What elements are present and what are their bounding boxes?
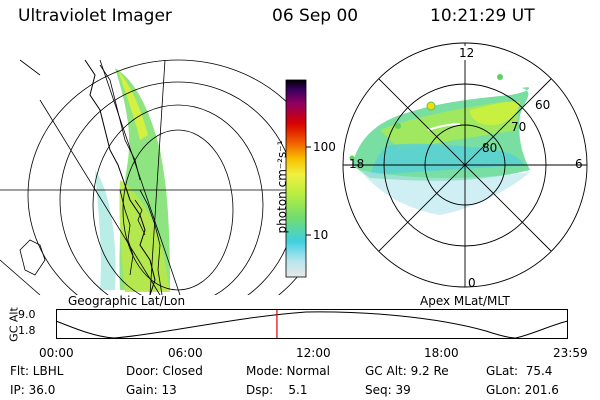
right-panel-caption: Apex MLat/MLT [420,294,510,308]
orbit-altitude-curve [55,311,569,339]
timeline-plot [55,309,569,339]
status-ip: IP: 36.0 [10,383,56,397]
timeline-ytick-top: 9.0 [18,308,36,321]
colorbar-tick-10: 10 [313,228,329,242]
mlat-label-60: 60 [535,98,551,112]
mlt-label-6: 6 [575,157,583,171]
timeline-xtick-2359: 23:59 [553,346,588,360]
timeline-xtick-1200: 12:00 [296,346,331,360]
globe-limb [27,59,300,295]
timeline-xtick-1800: 18:00 [424,346,459,360]
timeline-xtick-0600: 06:00 [168,346,203,360]
timeline-ytick-bottom: 1.8 [18,324,36,337]
mlt-label-0: 0 [468,276,476,290]
status-glon: GLon: 201.6 [486,383,559,397]
colorbar-tick-100: 100 [313,140,336,154]
coastline [84,59,156,295]
left-panel-caption: Geographic Lat/Lon [68,294,186,308]
timeline-xtick-0000: 00:00 [39,346,74,360]
status-glat: GLat: 75.4 [486,364,553,378]
status-door: Door: Closed [126,364,203,378]
polar-plot [342,42,588,288]
instrument-title: Ultraviolet Imager [18,6,172,26]
status-flt: Flt: LBHL [10,364,64,378]
mlat-label-70: 70 [511,120,527,134]
colorbar [285,79,311,278]
mlat-label-80: 80 [482,141,498,155]
date-label: 06 Sep 00 [272,6,359,26]
status-dsp: Dsp: 5.1 [246,383,308,397]
status-mode: Mode: Normal [246,364,330,378]
colorbar-unit-label: photon cm⁻²s⁻¹ [275,140,289,234]
status-gc-alt: GC Alt: 9.2 Re [365,364,449,378]
mlt-label-12: 12 [459,46,475,60]
status-seq: Seq: 39 [365,383,411,397]
status-gain: Gain: 13 [126,383,177,397]
mlt-label-18: 18 [349,157,365,171]
time-label: 10:21:29 UT [430,6,535,26]
geographic-map [0,59,300,295]
